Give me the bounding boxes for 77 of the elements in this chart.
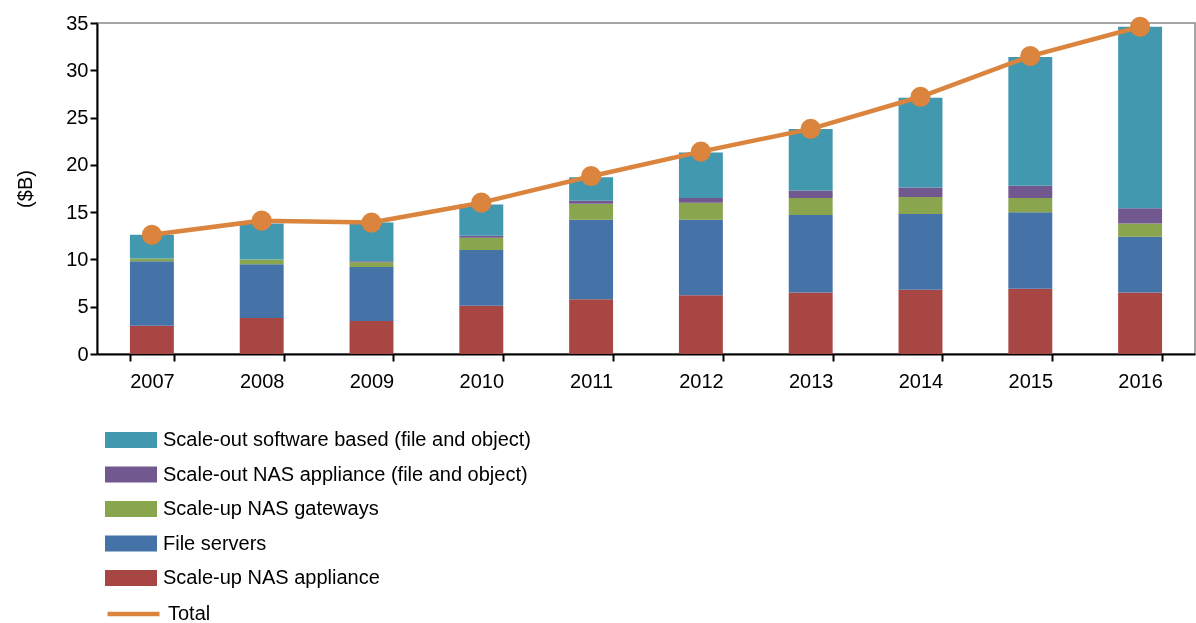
point (1020, 46, 1041, 67)
bar (678, 197, 723, 203)
legend-label: Scale-out software based (file and object) (163, 428, 531, 450)
x-tick-label: 2007 (130, 369, 175, 392)
bar (1118, 208, 1163, 224)
legend-label: Scale-up NAS gateways (163, 497, 379, 519)
bar (788, 197, 833, 215)
bar (349, 262, 394, 267)
x-tick-label: 2010 (459, 369, 505, 392)
bar (349, 266, 394, 321)
bar (239, 264, 284, 319)
y-tick-label: 35 (66, 11, 89, 34)
bar (898, 197, 943, 215)
bar (1118, 292, 1163, 354)
bar (898, 289, 943, 354)
bar (898, 214, 943, 290)
point (690, 141, 711, 162)
bar (129, 261, 174, 326)
bar (788, 214, 833, 293)
bar (569, 299, 614, 354)
legend-label: File servers (163, 531, 267, 554)
bar (898, 97, 943, 188)
bar (239, 318, 284, 354)
x-tick-label: 2014 (898, 369, 944, 392)
x-tick-label: 2012 (679, 369, 724, 392)
bar (569, 203, 614, 220)
bar (1008, 57, 1053, 186)
bar (678, 152, 723, 198)
bar (678, 219, 723, 296)
y-tick-label: 20 (66, 153, 89, 176)
bar (349, 320, 394, 354)
y-tick-label: 15 (66, 200, 89, 223)
x-tick-label: 2009 (349, 369, 395, 392)
bar (239, 223, 284, 260)
point (800, 118, 821, 139)
point (471, 192, 492, 213)
x-tick-label: 2016 (1118, 369, 1163, 392)
bar (1118, 223, 1163, 237)
bar (1008, 185, 1053, 198)
legend-label: Scale-out NAS appliance (file and object) (163, 462, 528, 485)
legend-label: Total (168, 602, 211, 623)
bar (1008, 288, 1053, 354)
point (141, 224, 162, 245)
bar (1008, 197, 1053, 213)
bar (788, 292, 833, 354)
bar (1008, 212, 1053, 289)
legend-label: Scale-up NAS appliance (163, 566, 380, 588)
y-tick-label: 30 (66, 58, 89, 81)
bar (678, 202, 723, 220)
point (251, 210, 272, 231)
x-tick-label: 2013 (788, 369, 834, 392)
x-tick-label: 2011 (570, 369, 614, 392)
y-tick-label: 10 (66, 247, 89, 270)
bar (569, 219, 614, 300)
bar (239, 259, 284, 265)
point (1130, 16, 1151, 37)
point (581, 166, 602, 187)
bar (459, 249, 504, 306)
bar (129, 258, 174, 262)
bar (459, 237, 504, 250)
y-tick-label: 5 (77, 295, 89, 318)
x-tick-label: 2015 (1008, 369, 1054, 392)
point (910, 86, 931, 107)
y-axis-title: ($B) (14, 170, 37, 208)
bar (1118, 26, 1163, 209)
x-tick-label: 2008 (239, 369, 285, 392)
bar (898, 187, 943, 198)
bar (678, 295, 723, 354)
bar (129, 325, 174, 354)
y-tick-label: 25 (66, 106, 89, 129)
bar (1118, 236, 1163, 293)
bar (788, 128, 833, 191)
point (361, 212, 382, 233)
y-tick-label: 0 (77, 342, 89, 365)
bar (459, 305, 504, 354)
bar (569, 200, 614, 204)
bar (788, 190, 833, 198)
